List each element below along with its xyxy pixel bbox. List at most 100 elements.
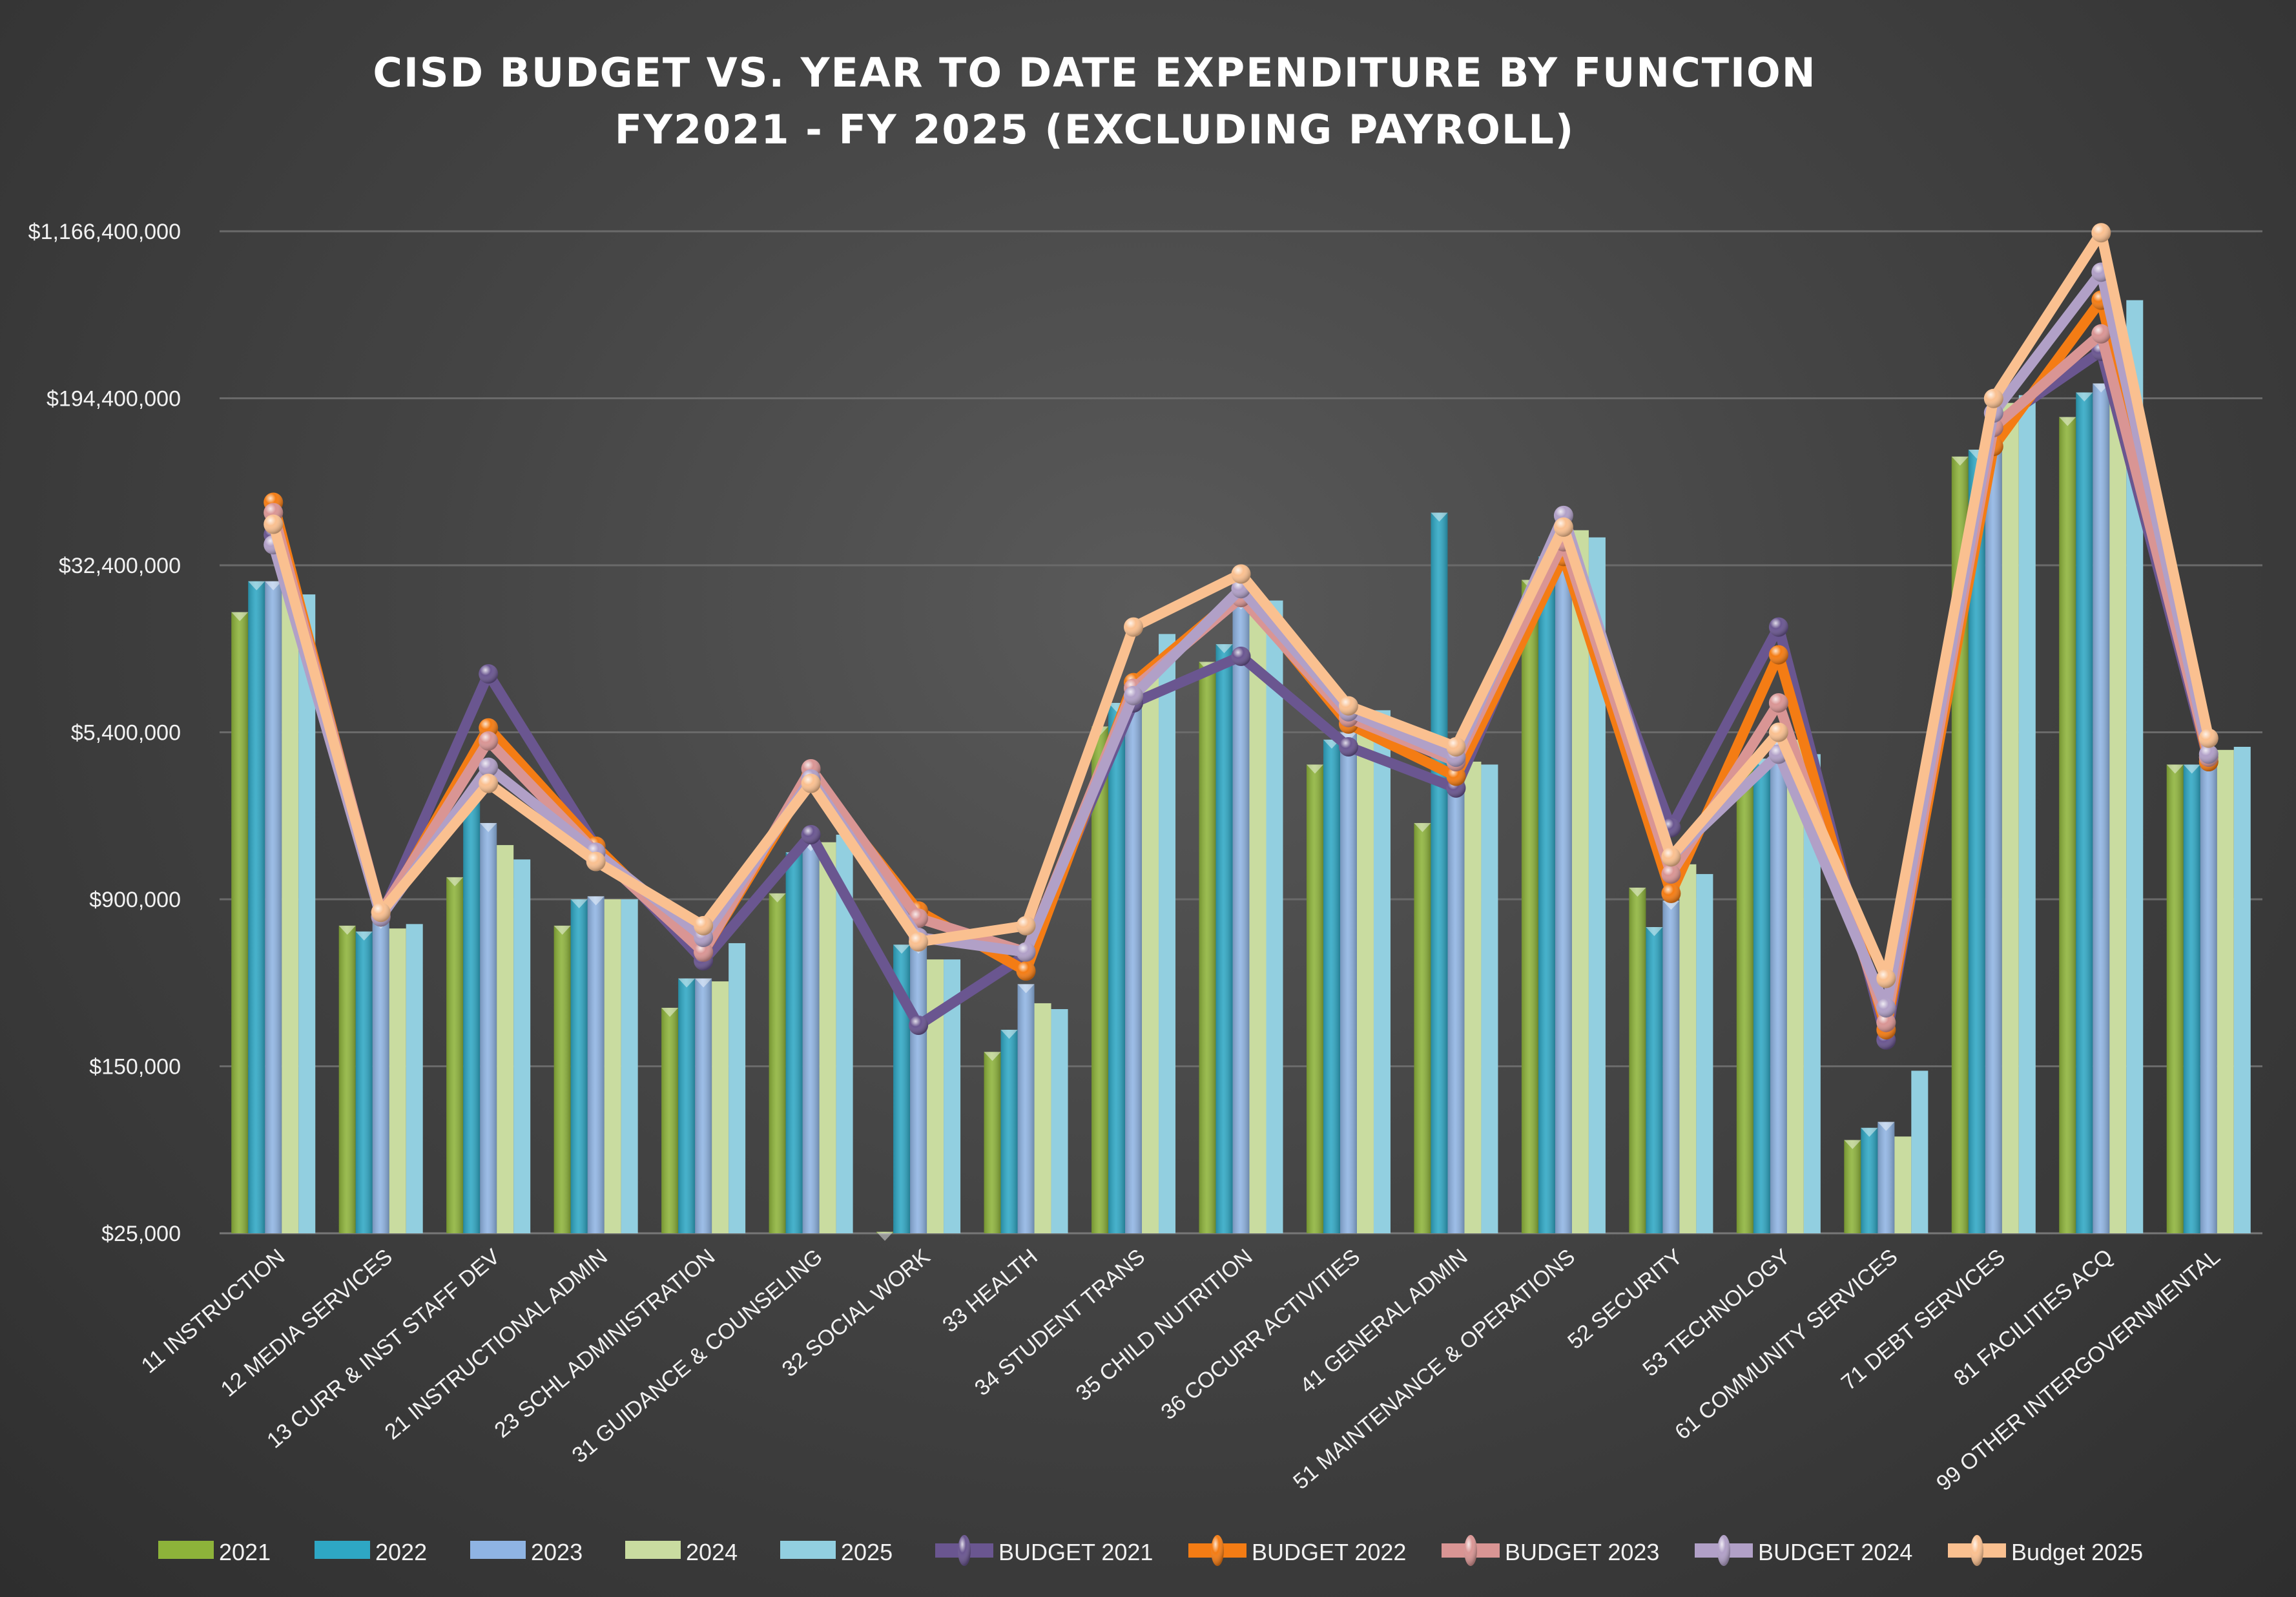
data-point-highlight bbox=[1661, 847, 1681, 867]
bar bbox=[1464, 761, 1482, 1233]
bar-cap bbox=[587, 896, 605, 906]
x-tick-label: 21 INSTRUCTIONAL ADMIN bbox=[380, 1244, 612, 1445]
bar-shading bbox=[1215, 644, 1233, 1233]
data-point-highlight bbox=[1446, 766, 1466, 786]
bar-shading bbox=[553, 925, 571, 1233]
data-point-highlight bbox=[1338, 737, 1358, 757]
bar-cap bbox=[265, 581, 282, 590]
bar-shading bbox=[1125, 681, 1143, 1233]
bar-series bbox=[231, 300, 2251, 1241]
bar-shading bbox=[1232, 600, 1250, 1233]
legend-item: Budget 2025 bbox=[1948, 1535, 2143, 1566]
bar-shading bbox=[480, 822, 497, 1233]
bar bbox=[1142, 674, 1159, 1233]
bar-cap bbox=[446, 877, 464, 886]
bar-shading bbox=[2200, 757, 2217, 1233]
legend-label: 2024 bbox=[686, 1539, 738, 1565]
data-point-highlight bbox=[2091, 223, 2111, 243]
bar-shading bbox=[1199, 662, 1216, 1233]
bar-shading bbox=[1538, 556, 1555, 1234]
bar-shading bbox=[1770, 739, 1787, 1233]
bar bbox=[497, 845, 514, 1233]
legend-item: 2023 bbox=[470, 1539, 583, 1565]
bar bbox=[1679, 864, 1697, 1233]
legend-swatch bbox=[780, 1541, 836, 1559]
bar bbox=[621, 899, 638, 1233]
data-point-highlight bbox=[1231, 564, 1251, 584]
bar bbox=[1911, 1070, 1929, 1233]
legend-item: 2021 bbox=[158, 1539, 271, 1565]
legend-marker-highlight bbox=[1464, 1535, 1477, 1566]
bar-shading bbox=[248, 581, 265, 1233]
bar-shading bbox=[446, 877, 464, 1233]
bar-cap bbox=[1629, 887, 1646, 897]
bar bbox=[2109, 381, 2127, 1233]
bar bbox=[1786, 739, 1804, 1233]
bar-shading bbox=[910, 945, 927, 1233]
data-point-highlight bbox=[1553, 517, 1573, 537]
bar-shading bbox=[1753, 758, 1770, 1233]
x-tick-label: 34 STUDENT TRANS bbox=[970, 1244, 1150, 1401]
data-point-highlight bbox=[1768, 693, 1788, 713]
bar-shading bbox=[1017, 984, 1035, 1233]
bar-shading bbox=[802, 842, 820, 1233]
legend-item: 2022 bbox=[315, 1539, 427, 1565]
bar bbox=[1159, 634, 1176, 1233]
bar-shading bbox=[1108, 703, 1126, 1233]
data-point-highlight bbox=[909, 932, 929, 952]
bar-shading bbox=[1323, 739, 1340, 1233]
bar bbox=[1481, 764, 1498, 1233]
bar-cap bbox=[1339, 732, 1357, 742]
bar-shading bbox=[2093, 383, 2110, 1234]
bar bbox=[282, 585, 299, 1233]
bar-cap bbox=[1000, 1029, 1018, 1039]
bar-shading bbox=[876, 1231, 894, 1233]
data-point-highlight bbox=[1016, 961, 1036, 981]
data-point-highlight bbox=[1016, 915, 1036, 935]
bar-cap bbox=[661, 1007, 679, 1017]
legend-item: BUDGET 2023 bbox=[1442, 1535, 1659, 1566]
bar-shading bbox=[1877, 1122, 1895, 1233]
bar-cap bbox=[248, 581, 265, 590]
data-point-highlight bbox=[694, 915, 714, 935]
bar-cap bbox=[1662, 901, 1680, 910]
bar-shading bbox=[2183, 764, 2200, 1233]
bar-shading bbox=[1736, 769, 1753, 1233]
bar-shading bbox=[1985, 417, 2002, 1234]
data-point-highlight bbox=[1124, 685, 1144, 705]
data-point-highlight bbox=[1876, 997, 1896, 1018]
bar-cap bbox=[1646, 927, 1663, 937]
bar bbox=[2233, 747, 2251, 1233]
data-point-highlight bbox=[479, 731, 499, 751]
x-tick-label: 23 SCHL ADMINISTRATION bbox=[490, 1244, 719, 1443]
x-tick-label: 61 COMMUNITY SERVICES bbox=[1670, 1244, 1902, 1445]
bar-shading bbox=[769, 893, 786, 1233]
chart-title-line-1: CISD BUDGET VS. YEAR TO DATE EXPENDITURE… bbox=[373, 49, 1816, 96]
bar-shading bbox=[1555, 530, 1572, 1233]
data-point-highlight bbox=[586, 851, 606, 872]
data-point-highlight bbox=[1983, 388, 2003, 408]
bar bbox=[2018, 395, 2036, 1233]
x-tick-label: 35 CHILD NUTRITION bbox=[1071, 1244, 1257, 1406]
bar-cap bbox=[338, 925, 356, 935]
legend-label: 2023 bbox=[531, 1539, 583, 1565]
bar-shading bbox=[265, 581, 282, 1233]
bar-shading bbox=[372, 919, 389, 1233]
bar-series-2021 bbox=[231, 417, 2184, 1241]
bar-cap bbox=[984, 1052, 1001, 1061]
bar-cap bbox=[1951, 456, 1969, 466]
line-series-budget-2025 bbox=[264, 223, 2218, 988]
bar-shading bbox=[2059, 417, 2076, 1234]
legend-item: 2025 bbox=[780, 1539, 893, 1565]
bar bbox=[927, 959, 944, 1233]
y-tick-label: $900,000 bbox=[89, 888, 181, 912]
data-point-highlight bbox=[1661, 883, 1681, 903]
x-tick-label: 36 COCURR ACTIVITIES bbox=[1157, 1244, 1365, 1425]
bar-shading bbox=[1306, 764, 1323, 1233]
bar-series-2023 bbox=[265, 383, 2217, 1234]
x-tick-label: 33 HEALTH bbox=[938, 1244, 1042, 1337]
data-point-highlight bbox=[1338, 696, 1358, 716]
data-point-highlight bbox=[1768, 645, 1788, 665]
